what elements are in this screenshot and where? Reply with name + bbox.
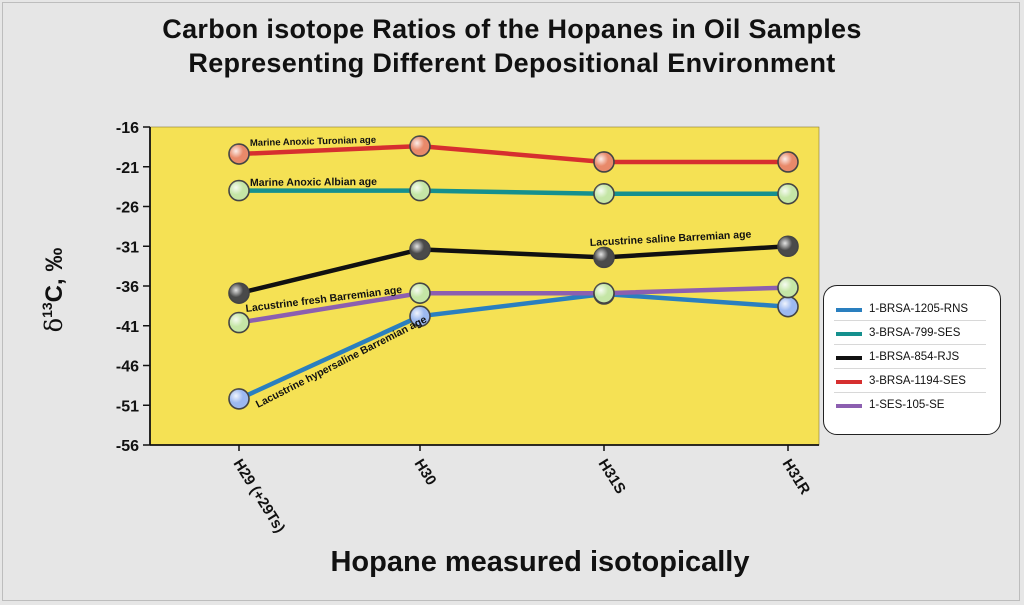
- data-point-highlight: [594, 247, 614, 268]
- y-axis-label-rest: C, ‰: [41, 248, 68, 303]
- series-line: [238, 285, 789, 325]
- data-point-highlight: [778, 151, 798, 172]
- y-axis-label-sup: 13: [39, 302, 55, 318]
- x-tick-label: H31S: [595, 456, 629, 497]
- legend-swatch: [836, 356, 862, 360]
- y-tick-label: -36: [116, 279, 139, 296]
- y-axis-label: δ13C, ‰: [39, 248, 68, 333]
- y-tick-label: -51: [116, 398, 139, 415]
- series-3-markers: [228, 235, 799, 304]
- x-tick-label: H31R: [779, 456, 814, 498]
- data-point-highlight: [778, 236, 798, 257]
- x-axis-label: Hopane measured isotopically: [330, 546, 750, 578]
- legend-label: 3-BRSA-1194-SES: [869, 375, 966, 387]
- series-line: [238, 244, 789, 296]
- data-point-highlight: [410, 180, 430, 201]
- annotation-label: Marine Anoxic Turonian age: [250, 135, 376, 149]
- x-tick-label: H29 (+29Ts): [230, 456, 289, 536]
- series-4: [238, 143, 788, 165]
- data-point-highlight: [778, 277, 798, 298]
- legend-item: 3-BRSA-799-SES: [824, 321, 1000, 345]
- y-tick-label: -21: [116, 160, 139, 177]
- data-point-highlight: [229, 144, 249, 165]
- chart-title-line-1: Carbon isotope Ratios of the Hopanes in …: [162, 14, 862, 44]
- y-tick-label: -41: [116, 319, 139, 336]
- series-line: [239, 188, 788, 197]
- series-line: [238, 291, 789, 401]
- data-point-highlight: [594, 183, 614, 204]
- data-point-highlight: [229, 180, 249, 201]
- legend-label: 1-BRSA-1205-RNS: [869, 303, 969, 315]
- legend-label: 3-BRSA-799-SES: [869, 327, 961, 339]
- series-1: [238, 291, 789, 401]
- legend-item: 1-BRSA-854-RJS: [824, 345, 1000, 369]
- chart-title-line-2: Representing Different Depositional Envi…: [188, 48, 836, 78]
- y-tick-label: -26: [116, 200, 139, 217]
- series-5-markers: [228, 276, 799, 334]
- annotation-label: Marine Anoxic Albian age: [250, 176, 377, 189]
- y-tick-label: -56: [116, 438, 139, 455]
- y-tick-label: -16: [116, 120, 139, 137]
- legend-item: 3-BRSA-1194-SES: [824, 369, 1000, 393]
- legend-item: 1-SES-105-SE: [824, 393, 1000, 417]
- series-2-markers: [228, 179, 799, 205]
- y-tick-label: -31: [116, 239, 139, 256]
- data-point-highlight: [778, 183, 798, 204]
- plot-background: [149, 126, 820, 446]
- x-axis: H29 (+29Ts) H30 H31S H31R: [150, 444, 819, 536]
- series-layer: [228, 135, 799, 410]
- plot-area: [149, 126, 820, 446]
- data-point-highlight: [410, 136, 430, 157]
- legend-swatch: [836, 308, 862, 312]
- data-point-highlight: [594, 151, 614, 172]
- data-point-highlight: [410, 283, 430, 304]
- legend-item: 1-BRSA-1205-RNS: [824, 297, 1000, 321]
- legend-label: 1-BRSA-854-RJS: [869, 351, 960, 363]
- legend-label: 1-SES-105-SE: [869, 399, 945, 411]
- series-4-markers: [228, 135, 799, 173]
- legend: 1-BRSA-1205-RNS 3-BRSA-799-SES 1-BRSA-854-…: [823, 285, 1001, 435]
- y-tick-label: -46: [116, 359, 139, 376]
- series-line: [238, 143, 788, 165]
- legend-swatch: [836, 380, 862, 384]
- data-point-highlight: [229, 388, 249, 409]
- data-point-highlight: [594, 283, 614, 304]
- series-3: [238, 244, 789, 296]
- data-point-highlight: [778, 296, 798, 317]
- series-2: [239, 188, 788, 197]
- x-tick-label: H30: [411, 456, 440, 488]
- series-5: [238, 285, 789, 325]
- legend-swatch: [836, 332, 862, 336]
- legend-swatch: [836, 404, 862, 408]
- data-point-highlight: [229, 312, 249, 333]
- y-axis-label-delta: δ: [40, 318, 68, 332]
- y-axis: -16 -21 -26 -31 -36 -41 -46 -51 -56: [116, 120, 151, 455]
- data-point-highlight: [410, 239, 430, 260]
- data-point-highlight: [229, 283, 249, 304]
- chart-title: Carbon isotope Ratios of the Hopanes in …: [0, 12, 1024, 80]
- data-point-highlight: [410, 306, 430, 327]
